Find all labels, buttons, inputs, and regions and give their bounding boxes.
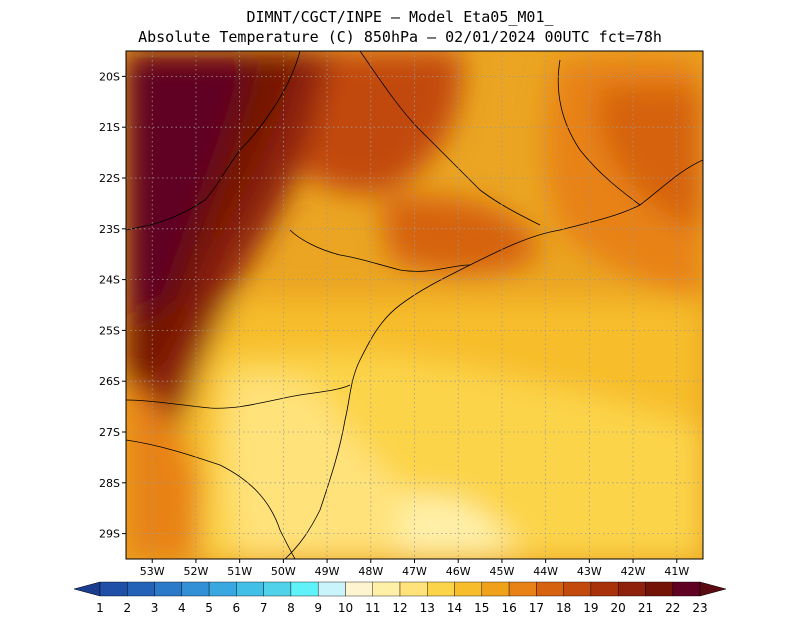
colorbar-label: 16 (501, 601, 516, 615)
lat-label: 26S (99, 375, 120, 388)
lon-label: 50W (271, 565, 296, 578)
colorbar-swatch (345, 581, 373, 597)
lat-label: 27S (99, 426, 120, 439)
lon-label: 53W (140, 565, 165, 578)
map-title-line2: Absolute Temperature (C) 850hPa – 02/01/… (138, 28, 662, 46)
colorbar-swatch (481, 581, 510, 597)
colorbar-swatch (508, 581, 537, 597)
lon-label: 47W (402, 565, 427, 578)
lat-label: 29S (99, 528, 120, 541)
colorbar-swatch (645, 581, 673, 597)
lon-label: 48W (358, 565, 383, 578)
colorbar-swatch (536, 581, 564, 597)
colorbar-swatch (454, 581, 483, 597)
lat-label: 21S (99, 121, 120, 134)
colorbar-label: 5 (205, 601, 213, 615)
map-title-line1: DIMNT/CGCT/INPE – Model Eta05_M01_ (246, 8, 554, 26)
lon-label: 41W (664, 565, 689, 578)
colorbar-swatch (672, 581, 701, 597)
lon-label: 52W (184, 565, 209, 578)
lat-label: 28S (99, 477, 120, 490)
lon-label: 42W (621, 565, 646, 578)
colorbar-arrow-right (699, 581, 727, 597)
colorbar-label: 19 (583, 601, 598, 615)
colorbar-label: 1 (96, 601, 104, 615)
colorbar-label: 12 (392, 601, 407, 615)
colorbar-swatch (127, 581, 155, 597)
colorbar-swatch (208, 581, 237, 597)
colorbar-label: 8 (287, 601, 295, 615)
lon-label: 46W (446, 565, 471, 578)
colorbar-label: 6 (233, 601, 241, 615)
colorbar-label: 20 (611, 601, 626, 615)
colorbar: 1 2 3 4 5 6 7 8 9 10 11 12 13 14 15 16 17 18 19 20 21 22 23 (73, 581, 727, 615)
colorbar-swatch (181, 581, 210, 597)
colorbar-label: 17 (529, 601, 544, 615)
lat-label: 20S (99, 70, 120, 83)
colorbar-swatch (427, 581, 455, 597)
colorbar-label: 11 (365, 601, 380, 615)
colorbar-swatch (154, 581, 183, 597)
latitude-labels: 20S 21S 22S 23S 24S 25S 26S 27S 28S 29S (99, 70, 126, 541)
colorbar-swatch (617, 581, 646, 597)
colorbar-label: 10 (338, 601, 353, 615)
colorbar-label: 21 (638, 601, 653, 615)
colorbar-swatch (317, 581, 346, 597)
colorbar-label: 7 (260, 601, 268, 615)
colorbar-label: 15 (474, 601, 489, 615)
lat-label: 24S (99, 274, 120, 287)
colorbar-swatch (263, 581, 292, 597)
lon-label: 45W (489, 565, 514, 578)
colorbar-label: 4 (178, 601, 186, 615)
colorbar-label: 3 (151, 601, 159, 615)
lon-label: 44W (533, 565, 558, 578)
colorbar-swatch (399, 581, 428, 597)
colorbar-label: 23 (692, 601, 707, 615)
colorbar-swatch (99, 581, 128, 597)
colorbar-label: 2 (123, 601, 131, 615)
lat-label: 23S (99, 223, 120, 236)
colorbar-label: 14 (447, 601, 462, 615)
lat-label: 25S (99, 324, 120, 337)
colorbar-swatch (236, 581, 264, 597)
colorbar-label: 18 (556, 601, 571, 615)
colorbar-swatch (372, 581, 401, 597)
colorbar-swatch (590, 581, 619, 597)
colorbar-swatch (290, 581, 319, 597)
colorbar-label: 13 (420, 601, 435, 615)
lon-label: 51W (227, 565, 252, 578)
colorbar-label: 9 (314, 601, 322, 615)
lon-label: 43W (577, 565, 602, 578)
lat-lon-grid (126, 51, 703, 559)
colorbar-arrow-left (73, 581, 101, 597)
lat-label: 22S (99, 172, 120, 185)
colorbar-swatch (563, 581, 592, 597)
colorbar-label: 22 (665, 601, 680, 615)
lon-label: 49W (315, 565, 340, 578)
longitude-labels: 53W 52W 51W 50W 49W 48W 47W 46W 45W 44W 43W 42W 41W (140, 559, 689, 578)
